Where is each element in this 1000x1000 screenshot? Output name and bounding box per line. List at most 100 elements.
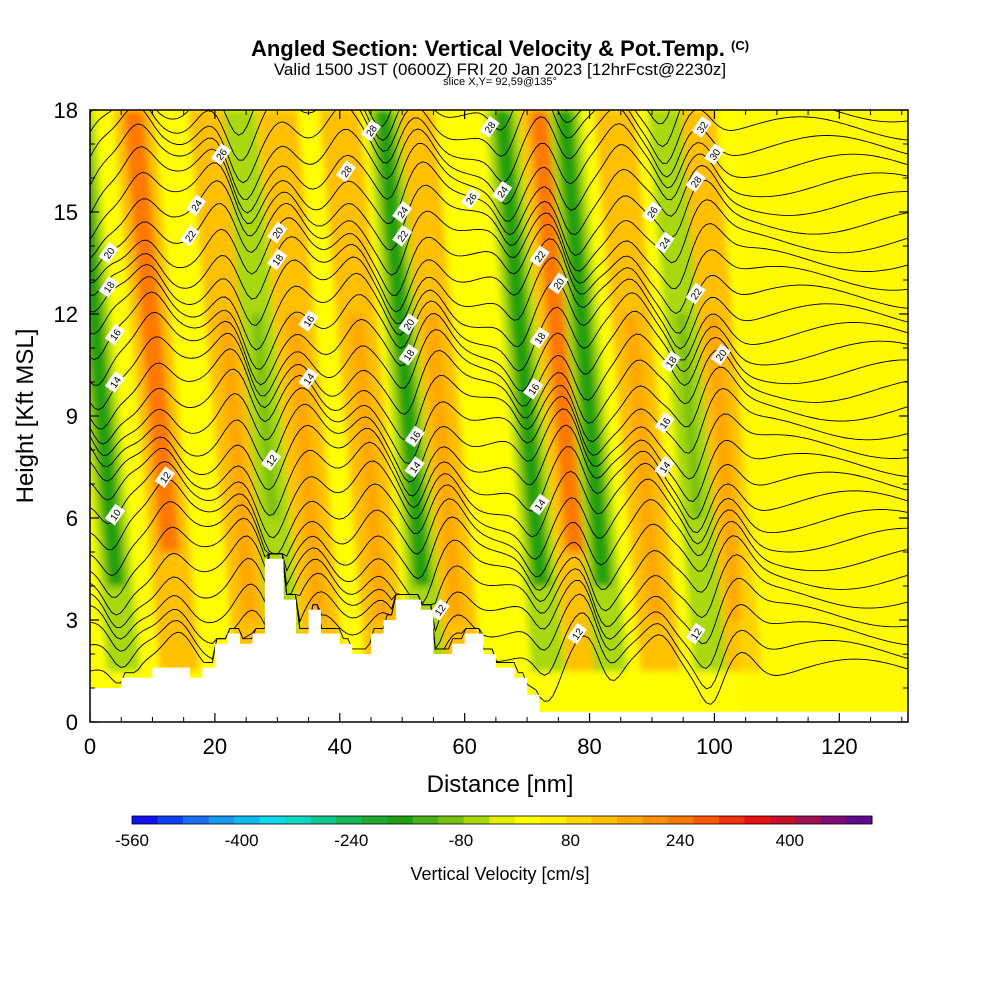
contour-label-bg: [104, 323, 126, 346]
colorbar-swatch: [846, 816, 873, 824]
contour-label: 18: [398, 343, 419, 366]
contour-label: 28: [360, 119, 382, 142]
updraft-core: [529, 110, 586, 552]
theta-contour-line: [90, 387, 908, 465]
contour-label-bg: [529, 493, 550, 516]
valid-time-subtitle: Valid 1500 JST (0600Z) FRI 20 Jan 2023 […: [273, 60, 727, 79]
contour-label-bg: [298, 367, 319, 390]
contour-label: 20: [548, 272, 569, 295]
colorbar-swatch: [565, 816, 592, 824]
contour-label-bg: [641, 201, 663, 223]
contour-label: 24: [654, 231, 675, 254]
theta-contour-line: [90, 272, 908, 351]
theta-contour-line: [90, 291, 908, 372]
contour-label-bg: [360, 119, 382, 142]
theta-contour-line: [90, 256, 908, 334]
colorbar-swatch: [336, 816, 363, 824]
contour-label: 20: [398, 313, 419, 336]
contour-label: 16: [104, 323, 126, 346]
contour-label-bg: [529, 245, 550, 268]
contour-label-bg: [298, 309, 319, 332]
theta-contour-line: [90, 110, 908, 164]
contour-label-bg: [392, 201, 413, 223]
contour-label: 12: [567, 622, 588, 645]
contour-label-bg: [548, 272, 569, 295]
contour-label: 26: [460, 187, 481, 210]
x-tick-label: 20: [203, 734, 227, 759]
chart-title: Angled Section: Vertical Velocity & Pot.…: [0, 36, 1000, 62]
colorbar-swatch: [387, 816, 414, 824]
colorbar-swatch: [718, 816, 745, 824]
colorbar-swatch: [744, 816, 771, 824]
colorbar-frame: [131, 815, 873, 825]
colorbar-swatch: [438, 816, 465, 824]
contour-label: 18: [660, 350, 681, 373]
contour-label: 12: [685, 622, 706, 645]
contour-label-bg: [685, 622, 706, 645]
contour-label: 22: [179, 224, 200, 247]
colorbar-swatch: [361, 816, 388, 824]
colorbar-swatch: [285, 816, 312, 824]
colorbar-tick-label: -560: [115, 831, 149, 850]
contour-label-bg: [211, 143, 232, 166]
theta-contour-line: [90, 460, 908, 539]
contour-label: 10: [104, 503, 126, 526]
contour-label: 16: [298, 309, 319, 332]
y-tick-label: 9: [66, 404, 78, 429]
x-tick-label: 60: [452, 734, 476, 759]
theta-contour-line: [90, 110, 908, 148]
theta-contour-line: [90, 424, 908, 502]
colorbar-swatch: [208, 816, 235, 824]
contour-label: 12: [261, 449, 282, 472]
contour-label: 24: [186, 194, 207, 217]
contour-label-bg: [98, 241, 119, 264]
contour-label-bg: [685, 282, 706, 305]
theta-contour-line: [90, 32, 907, 108]
theta-contour-line: [90, 217, 908, 297]
contour-label: 14: [298, 367, 319, 390]
contour-label-bg: [460, 187, 481, 210]
colorbar-swatch: [642, 816, 669, 824]
theta-contour-line: [90, 441, 908, 520]
colorbar-swatch: [259, 816, 286, 824]
colorbar-swatch: [820, 816, 847, 824]
y-tick-label: 18: [54, 98, 78, 123]
colorbar-tick-label: -80: [449, 831, 474, 850]
colorbar-swatch: [463, 816, 490, 824]
contour-label-bg: [479, 116, 500, 138]
field-east-zone: [739, 110, 908, 722]
updraft-core: [348, 314, 390, 620]
contour-label-bg: [654, 411, 675, 434]
contour-label-bg: [398, 343, 419, 366]
x-tick-label: 80: [577, 734, 601, 759]
contour-label: 32: [691, 116, 712, 138]
contour-label-bg: [704, 143, 725, 166]
contour-label: 16: [654, 411, 675, 434]
colorbar-swatch: [795, 816, 822, 824]
contour-label-bg: [685, 170, 706, 193]
contour-label: 22: [685, 282, 706, 305]
colorbar-tick-label: 240: [666, 831, 694, 850]
theta-contour-line: [90, 142, 908, 222]
colorbar-swatch: [157, 816, 184, 824]
theta-contour-line: [90, 553, 908, 629]
colorbar-swatch: [514, 816, 541, 824]
x-tick-label: 40: [328, 734, 352, 759]
contour-label-bg: [567, 622, 588, 645]
contour-label: 30: [704, 143, 725, 166]
y-tick-label: 6: [66, 506, 78, 531]
colorbar-swatch: [667, 816, 694, 824]
theta-contour-line: [90, 516, 908, 598]
chart-title-text: Angled Section: Vertical Velocity & Pot.…: [250, 36, 725, 61]
colorbar-tick-label: 400: [776, 831, 804, 850]
contour-label-bg: [267, 248, 288, 271]
contour-label: 18: [98, 275, 119, 298]
theta-contour-line: [90, 366, 908, 445]
colorbar: -560 -400 -240 -80 80 240 400: [115, 815, 873, 850]
colorbar-swatch: [540, 816, 567, 824]
updraft-core: [704, 314, 746, 620]
contour-label: 20: [98, 241, 119, 264]
updraft-core: [423, 314, 465, 620]
x-tick-label: 120: [821, 734, 858, 759]
